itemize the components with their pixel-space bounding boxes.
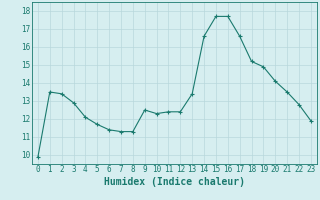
X-axis label: Humidex (Indice chaleur): Humidex (Indice chaleur) [104,177,245,187]
